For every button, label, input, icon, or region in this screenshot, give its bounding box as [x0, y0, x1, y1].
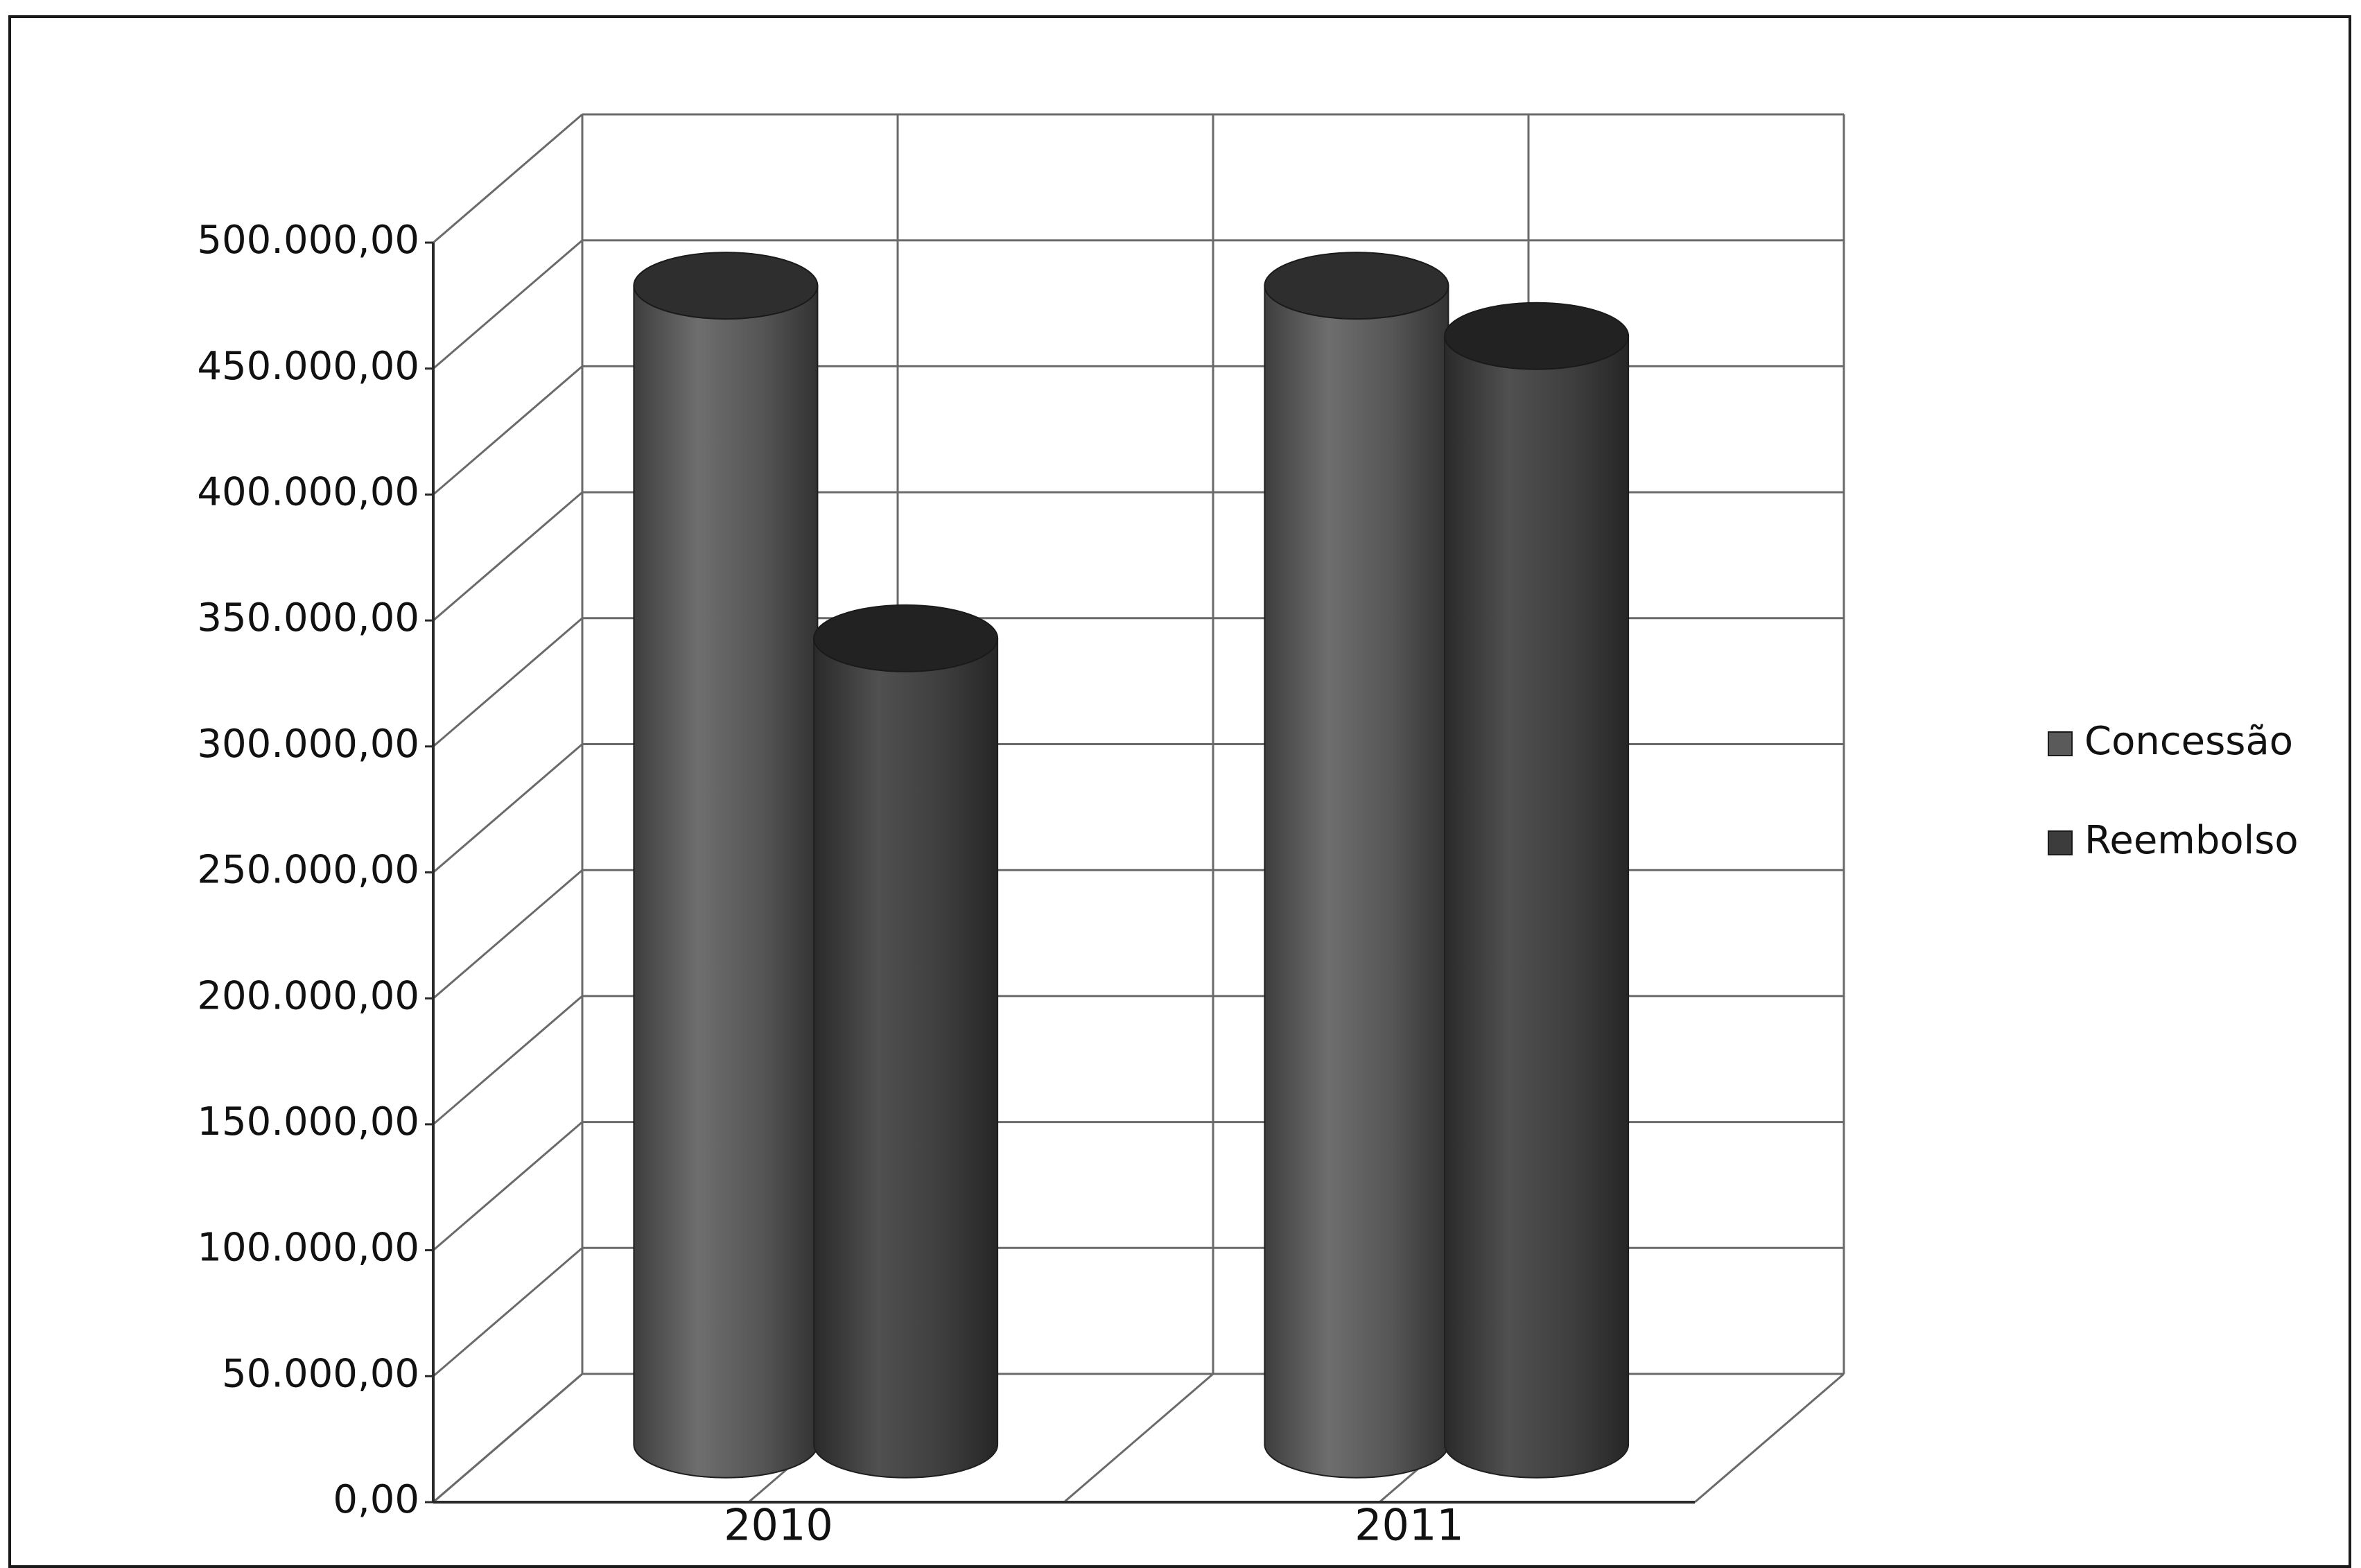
bars	[633, 252, 1630, 1479]
y-tick-label: 500.000,00	[197, 218, 419, 263]
gridline-side	[433, 1121, 583, 1251]
floor-line	[1063, 1373, 1214, 1504]
bar-cylinder	[1264, 252, 1449, 1479]
gridline-side	[433, 239, 583, 369]
x-category-label: 2010	[724, 1499, 833, 1550]
gridline-side	[433, 113, 583, 244]
bar-top	[1264, 252, 1449, 320]
legend-swatch	[2048, 731, 2073, 756]
legend-label: Concessão	[2084, 719, 2293, 764]
y-tick-label: 300.000,00	[197, 722, 419, 767]
y-tick-label: 350.000,00	[197, 595, 419, 641]
bar-top	[633, 252, 819, 320]
y-tick-label: 50.000,00	[222, 1351, 419, 1396]
bar-top	[813, 604, 999, 672]
gridline-side	[433, 491, 583, 622]
gridline-side	[433, 1247, 583, 1377]
bar-cylinder	[813, 604, 999, 1479]
y-tick-label: 250.000,00	[197, 848, 419, 893]
bar-cylinder	[1444, 302, 1630, 1479]
gridline-side	[433, 365, 583, 496]
y-tick-label: 200.000,00	[197, 973, 419, 1018]
gridline-side	[433, 617, 583, 747]
bar-body	[1444, 335, 1630, 1479]
bar-body	[813, 637, 999, 1479]
bar-body	[1264, 285, 1449, 1479]
gridline-side	[433, 869, 583, 1000]
legend-label: Reembolso	[2084, 818, 2299, 863]
x-category-label: 2011	[1354, 1499, 1464, 1550]
bar-cylinder	[633, 252, 819, 1479]
legend-swatch	[2048, 830, 2073, 855]
gridline-side	[433, 995, 583, 1126]
y-tick-label: 0,00	[333, 1477, 419, 1522]
category-axis: 2010 2011	[724, 1499, 1464, 1550]
legend: Concessão Reembolso	[2048, 719, 2299, 863]
floor-line	[433, 1373, 583, 1504]
y-tick-label: 450.000,00	[197, 344, 419, 389]
y-tick-label: 400.000,00	[197, 470, 419, 515]
floor-line	[1694, 1373, 1845, 1504]
value-axis: 0,00 50.000,00 100.000,00 150.000,00 200.000…	[197, 218, 1695, 1522]
bar-top	[1444, 302, 1630, 370]
y-tick-label: 100.000,00	[197, 1226, 419, 1271]
bar-body	[633, 285, 819, 1479]
y-tick-label: 150.000,00	[197, 1099, 419, 1144]
gridline-side	[433, 743, 583, 873]
